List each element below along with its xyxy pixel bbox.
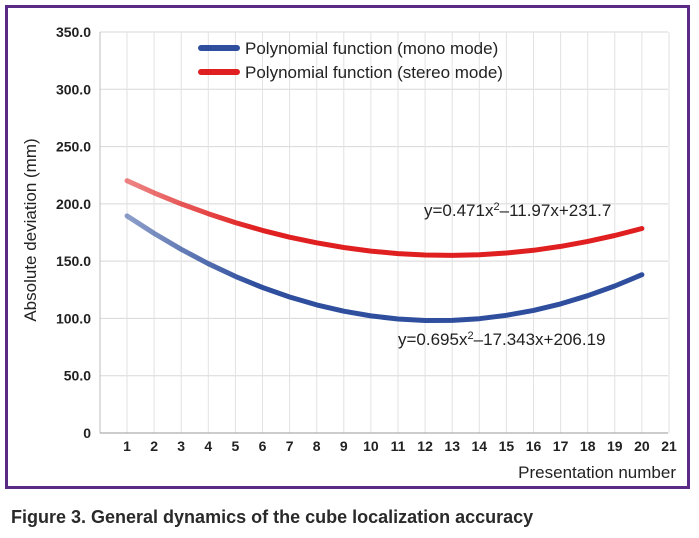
equation-mono: y=0.695x2–17.343x+206.19: [398, 330, 605, 349]
y-tick-label: 200.0: [56, 196, 91, 212]
y-tick-label: 0: [83, 425, 91, 441]
y-tick-label: 300.0: [56, 81, 91, 97]
equation-stereo: y=0.471x2–11.97x+231.7: [424, 201, 611, 220]
legend: Polynomial function (mono mode) Polynomi…: [198, 39, 503, 82]
y-tick-label: 100.0: [56, 310, 91, 326]
y-tick-labels: 0 50.0 100.0 150.0 200.0 250.0 300.0 350.0: [56, 24, 91, 441]
x-tick-label: 21: [661, 438, 677, 454]
y-axis-label: Absolute deviation (mm): [21, 138, 40, 321]
x-tick-label: 10: [363, 438, 379, 454]
legend-label-stereo: Polynomial function (stereo mode): [245, 63, 503, 82]
x-tick-label: 17: [553, 438, 569, 454]
x-tick-labels: 1 2 3 4 5 6 7 8 9 10 11 12 13 14 15 16 17 18 19 20 21: [123, 438, 677, 454]
legend-label-mono: Polynomial function (mono mode): [245, 39, 498, 58]
y-tick-label: 350.0: [56, 24, 91, 40]
series-line-mono: [124, 213, 645, 323]
x-tick-label: 14: [472, 438, 488, 454]
x-tick-label: 9: [340, 438, 348, 454]
x-tick-label: 18: [580, 438, 596, 454]
x-tick-label: 5: [232, 438, 240, 454]
y-tick-label: 150.0: [56, 253, 91, 269]
x-tick-label: 7: [286, 438, 294, 454]
y-tick-label: 50.0: [64, 368, 91, 384]
x-tick-label: 13: [444, 438, 460, 454]
x-tick-label: 12: [417, 438, 433, 454]
x-tick-label: 2: [150, 438, 158, 454]
y-tick-label: 250.0: [56, 139, 91, 155]
x-tick-label: 11: [391, 438, 406, 454]
x-axis-label: Presentation number: [518, 463, 676, 482]
series-line-stereo: [124, 178, 645, 258]
x-tick-label: 6: [259, 438, 267, 454]
x-tick-label: 16: [526, 438, 542, 454]
grid: [99, 31, 670, 434]
x-tick-label: 4: [204, 438, 212, 454]
x-tick-label: 3: [177, 438, 185, 454]
x-tick-label: 1: [123, 438, 131, 454]
figure-caption: Figure 3. General dynamics of the cube l…: [11, 507, 534, 527]
x-tick-label: 20: [634, 438, 650, 454]
series-lines: [124, 178, 645, 323]
x-tick-label: 8: [313, 438, 321, 454]
x-tick-label: 19: [607, 438, 623, 454]
x-tick-label: 15: [499, 438, 515, 454]
